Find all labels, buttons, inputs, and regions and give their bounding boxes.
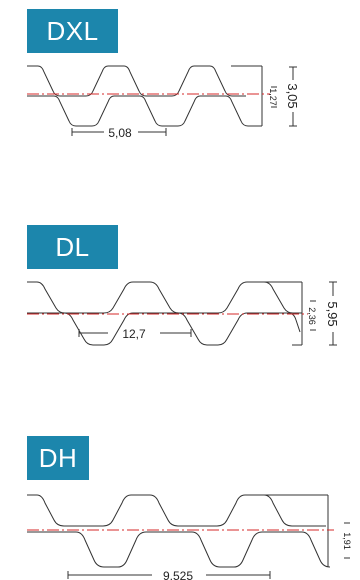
belt-diagram-dxl: 5,08 3,05 1,27 bbox=[27, 65, 300, 140]
belt-outline-top bbox=[27, 281, 302, 314]
tooth-height-value: 2,36 bbox=[307, 307, 317, 325]
belt-diagram-dh: 9,525 1,91 bbox=[27, 494, 352, 580]
pitch-value: 12,7 bbox=[122, 327, 146, 341]
pitch-value: 5,08 bbox=[108, 126, 132, 140]
profile-label-dl: DL bbox=[27, 225, 118, 269]
profile-dxl: DXL 5,08 3,05 1,27 bbox=[0, 0, 360, 170]
belt-outline-bottom bbox=[27, 531, 331, 568]
belt-outline-top bbox=[27, 494, 326, 527]
belt-outline-bottom bbox=[27, 95, 262, 127]
belt-outline-bottom bbox=[27, 312, 301, 346]
tooth-height-value: 1,91 bbox=[342, 532, 352, 550]
profile-dh: DH 9,525 1,91 bbox=[0, 370, 360, 580]
belt-outline-top bbox=[27, 65, 246, 97]
tooth-height-value: 1,27 bbox=[268, 88, 278, 106]
profile-label-dh: DH bbox=[27, 436, 89, 480]
profile-label-dxl: DXL bbox=[27, 9, 118, 53]
height-value: 3,05 bbox=[285, 83, 300, 108]
belt-diagram-dl: 12,7 5,95 2,36 bbox=[27, 281, 340, 346]
pitch-value: 9,525 bbox=[163, 569, 193, 580]
profile-dl: DL 12,7 5,95 2,36 bbox=[0, 170, 360, 370]
height-value: 5,95 bbox=[325, 301, 340, 326]
